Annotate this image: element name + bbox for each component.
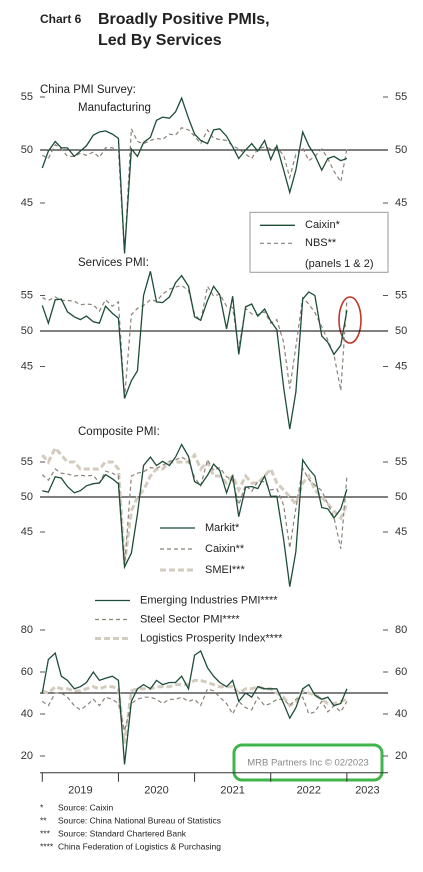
legend-label: SMEI*** [205, 564, 245, 576]
y2-tick-label: 45 [395, 360, 407, 372]
y-tick-label: 55 [21, 91, 33, 103]
y-tick-label: 50 [21, 325, 33, 337]
y-tick-label: 20 [21, 750, 33, 762]
y2-tick-label: 60 [395, 666, 407, 678]
series-line [41, 445, 349, 564]
y-tick-label: 45 [21, 197, 33, 209]
legend-box [249, 211, 389, 273]
legend-label: Markit* [205, 522, 240, 534]
footnote-mark: * [40, 802, 44, 812]
legend-label: Logistics Prosperity Index**** [140, 632, 283, 644]
series-line [42, 443, 348, 587]
y-tick-label: 55 [21, 456, 33, 468]
legend-label: Caixin* [305, 219, 341, 231]
series-line [41, 96, 348, 253]
y-tick-label: 50 [21, 491, 33, 503]
chart-title: Led By Services [98, 32, 222, 49]
panel-title: Services PMI: [78, 257, 149, 269]
y-tick-label: 60 [21, 666, 33, 678]
legend-label: Caixin** [205, 543, 245, 555]
y2-tick-label: 40 [395, 708, 407, 720]
footnote-mark: ** [40, 815, 47, 825]
y-tick-label: 45 [21, 360, 33, 372]
y-tick-label: 50 [21, 144, 33, 156]
y2-tick-label: 20 [395, 750, 407, 762]
y2-tick-label: 55 [395, 91, 407, 103]
footnote: Source: Caixin [58, 802, 114, 812]
chart-title: Broadly Positive PMIs, [98, 11, 270, 28]
x-tick-label: 2022 [297, 785, 321, 797]
series-line [41, 688, 348, 731]
y-tick-label: 80 [21, 624, 33, 636]
footnote: China Federation of Logistics & Purchasi… [58, 841, 221, 851]
x-tick-label: 2020 [144, 785, 168, 797]
y-tick-label: 55 [21, 289, 33, 301]
series-line [42, 284, 348, 399]
y2-tick-label: 50 [395, 144, 407, 156]
legend-note: (panels 1 & 2) [305, 258, 373, 270]
y2-tick-label: 50 [395, 491, 407, 503]
highlight-circle [338, 296, 362, 344]
legend-label: Emerging Industries PMI**** [140, 594, 278, 606]
y2-tick-label: 50 [395, 325, 407, 337]
x-tick-label: 2023 [355, 785, 379, 797]
footnote: Source: Standard Chartered Bank [58, 828, 187, 838]
x-tick-label: 2021 [220, 785, 244, 797]
x-tick-label: 2019 [68, 785, 92, 797]
series-line [41, 678, 348, 744]
series-line [41, 650, 348, 765]
panel-title: Manufacturing [78, 102, 151, 114]
legend-label: NBS** [305, 237, 337, 249]
y2-tick-label: 45 [395, 526, 407, 538]
panel-heading: China PMI Survey: [40, 84, 136, 96]
y2-tick-label: 45 [395, 197, 407, 209]
y2-tick-label: 55 [395, 456, 407, 468]
y2-tick-label: 55 [395, 289, 407, 301]
y2-tick-label: 80 [395, 624, 407, 636]
y-tick-label: 40 [21, 708, 33, 720]
legend-label: Steel Sector PMI**** [140, 613, 240, 625]
watermark-box [232, 743, 384, 782]
footnote-mark: *** [40, 828, 51, 838]
series-line [41, 271, 348, 430]
footnote: Source: China National Bureau of Statist… [58, 815, 221, 825]
y-tick-label: 45 [21, 526, 33, 538]
watermark: MRB Partners Inc © 02/2023 [247, 758, 369, 769]
footnote-mark: **** [40, 841, 54, 851]
panel-title: Composite PMI: [78, 426, 160, 438]
series-line [41, 456, 348, 568]
chart-label: Chart 6 [40, 12, 82, 26]
